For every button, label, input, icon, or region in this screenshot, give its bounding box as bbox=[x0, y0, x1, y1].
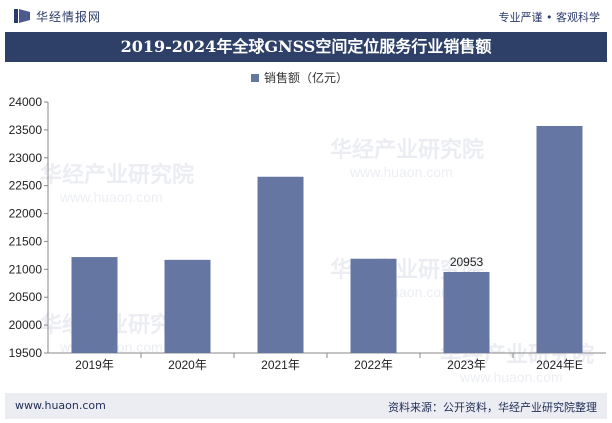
y-tick-label: 21000 bbox=[9, 262, 43, 276]
x-tick-label: 2020年 bbox=[168, 358, 207, 372]
legend-swatch bbox=[251, 74, 259, 82]
axes: 19500 20000 20500 21000 21500 22000 22500 23000… bbox=[9, 95, 606, 372]
watermark-url: www.huaon.com bbox=[459, 369, 563, 385]
y-tick-label: 20500 bbox=[9, 290, 43, 304]
y-tick-label: 20000 bbox=[9, 318, 43, 332]
bar bbox=[350, 258, 397, 353]
x-tick-label: 2022年 bbox=[354, 358, 393, 372]
bar bbox=[443, 271, 490, 353]
chart-title: 2019-2024年全球GNSS空间定位服务行业销售额 bbox=[120, 37, 492, 56]
footer-source: 资料来源：公开资料，华经产业研究院整理 bbox=[388, 401, 597, 414]
top-bar: 华经情报网 专业严谨 • 客观科学 bbox=[0, 0, 612, 32]
x-tick-label: 2021年 bbox=[261, 358, 300, 372]
y-tick-label: 23000 bbox=[9, 151, 43, 165]
chart: 华经产业研究院 www.huaon.com 华经产业研究院 www.huaon.com… bbox=[9, 70, 606, 385]
logo-icon bbox=[14, 9, 30, 23]
legend-label: 销售额（亿元） bbox=[264, 70, 348, 85]
watermark-url: www.huaon.com bbox=[349, 164, 453, 180]
watermark-text: 华经产业研究院 bbox=[330, 137, 484, 162]
x-tick-label: 2023年 bbox=[447, 358, 486, 372]
watermark-url: www.huaon.com bbox=[59, 189, 163, 205]
legend: 销售额（亿元） bbox=[251, 70, 348, 85]
tagline: 专业严谨 • 客观科学 bbox=[498, 11, 600, 24]
bar bbox=[257, 176, 304, 353]
y-tick-label: 23500 bbox=[9, 123, 43, 137]
footer-url[interactable]: www.huaon.com bbox=[15, 399, 106, 412]
watermark-text: 华经产业研究院 bbox=[40, 162, 194, 187]
x-tick-label: 2024年E bbox=[536, 358, 583, 372]
bar bbox=[71, 257, 118, 353]
y-tick-label: 21500 bbox=[9, 234, 43, 248]
bars bbox=[71, 125, 583, 354]
y-tick-label: 24000 bbox=[9, 95, 43, 109]
y-tick-label: 22000 bbox=[9, 207, 43, 221]
bar bbox=[164, 259, 211, 353]
y-tick-label: 22500 bbox=[9, 179, 43, 193]
data-labels: 20953 bbox=[450, 255, 484, 269]
watermark-layer: 华经产业研究院 www.huaon.com 华经产业研究院 www.huaon.com… bbox=[40, 137, 594, 385]
footer: www.huaon.com 资料来源：公开资料，华经产业研究院整理 bbox=[5, 393, 607, 419]
data-label: 20953 bbox=[450, 255, 484, 269]
title-bar: 2019-2024年全球GNSS空间定位服务行业销售额 bbox=[5, 32, 607, 62]
y-tick-label: 19500 bbox=[9, 346, 43, 360]
bar bbox=[536, 125, 583, 354]
brand-name: 华经情报网 bbox=[36, 10, 102, 24]
x-tick-label: 2019年 bbox=[75, 358, 114, 372]
